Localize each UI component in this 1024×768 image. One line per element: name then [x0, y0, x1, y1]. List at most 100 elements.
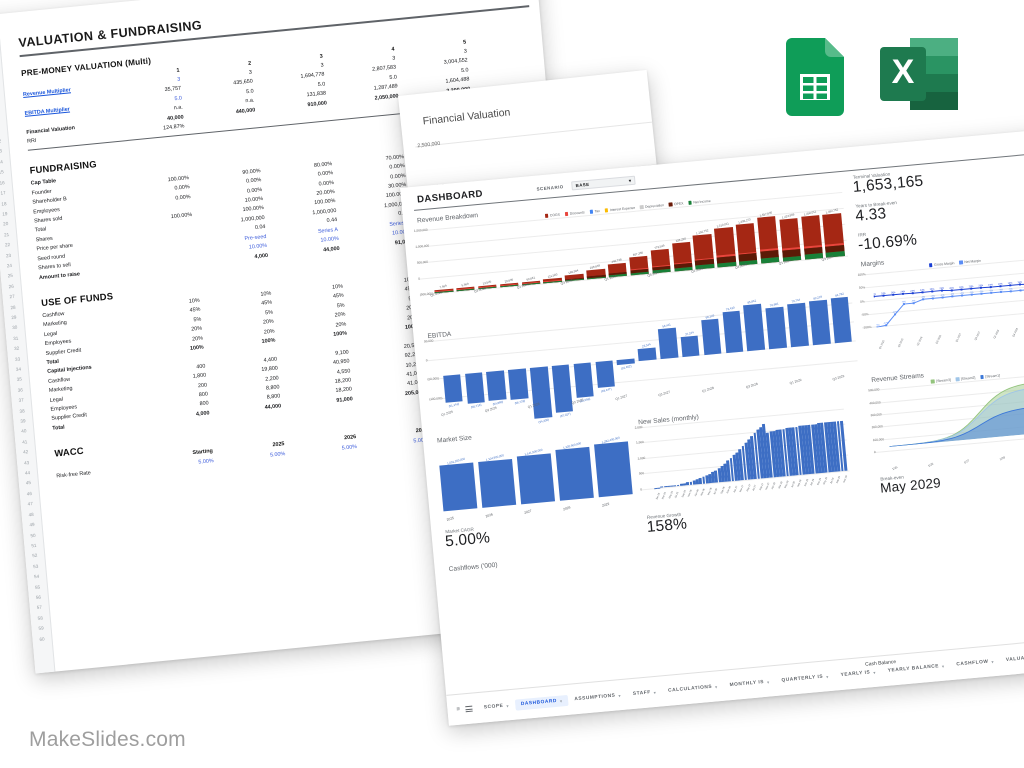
svg-text:19%: 19% — [1008, 283, 1013, 285]
x-axis-tick: May 26 — [706, 486, 713, 496]
x-axis-tick: Jan 28 — [771, 481, 777, 490]
sheet-tab-yearly-is[interactable]: YEARLY IS ▾ — [834, 666, 882, 681]
sheet-tab-dashboard[interactable]: DASHBOARD ▾ — [514, 694, 569, 711]
bar[interactable]: 1,104,900,000 2026 — [478, 453, 517, 518]
sheet-tab-label: CALCULATIONS — [667, 684, 713, 694]
legend-swatch — [688, 201, 692, 205]
x-axis-tick — [538, 284, 542, 298]
x-axis-tick: Q1 2029 — [788, 377, 802, 386]
chevron-down-icon[interactable]: ▾ — [873, 669, 877, 675]
x-axis-tick: Sep 26 — [719, 486, 726, 495]
chevron-down-icon[interactable]: ▾ — [941, 663, 945, 669]
bar-value-label: (51,141) — [448, 401, 461, 409]
margins-chart[interactable]: 100% 50% 0% -50% -100% 24% 24% 24% 24% 23% 23% 23% 2… — [858, 257, 1024, 352]
bar[interactable]: 84,782 Q3 2029 — [830, 291, 856, 381]
y-axis-tick: 50,000 — [423, 338, 434, 344]
sheet-tab-label: DASHBOARD — [520, 698, 558, 707]
y-axis-tick: -50% — [861, 311, 869, 317]
svg-text:-4%: -4% — [950, 294, 954, 296]
chevron-down-icon[interactable]: ▾ — [825, 673, 829, 679]
bar[interactable]: 1,141,500,000 2027 — [516, 448, 555, 515]
legend-swatch — [929, 263, 933, 268]
svg-text:-5%: -5% — [979, 291, 983, 293]
bar[interactable]: 1,220,900,000 2028 — [555, 441, 594, 511]
svg-text:-5%: -5% — [1009, 289, 1013, 291]
x-axis-tick: Q3 2026 — [935, 334, 943, 345]
svg-text:-4%: -4% — [921, 297, 925, 299]
x-axis-tick: May 25 — [668, 490, 674, 499]
all-sheets-icon[interactable]: ≡ — [456, 706, 461, 714]
svg-text:23%: 23% — [939, 288, 944, 290]
sheet-tab-calculations[interactable]: CALCULATIONS ▾ — [662, 680, 724, 697]
sheet-tab-cashflow[interactable]: CASHFLOW ▾ — [950, 655, 1000, 670]
svg-text:-5%: -5% — [911, 300, 915, 302]
x-axis-tick: Sep 25 — [680, 489, 687, 498]
svg-text:24%: 24% — [900, 291, 905, 293]
y-axis-tick: 0% — [859, 298, 865, 304]
x-axis-tick — [907, 337, 914, 347]
chevron-down-icon[interactable]: ▾ — [559, 697, 563, 704]
x-axis-tick: Q3 2028 — [745, 381, 758, 390]
chevron-down-icon[interactable]: ▾ — [618, 692, 622, 698]
microsoft-excel-icon[interactable]: X — [880, 38, 958, 110]
x-axis-tick: Q3 2028 — [1012, 327, 1020, 338]
sheet-tab-label: CASHFLOW — [956, 659, 989, 668]
y-axis-tick: 500 — [638, 471, 645, 476]
chevron-down-icon[interactable]: ▾ — [714, 683, 718, 689]
x-axis-tick: Q3 2026 — [571, 397, 584, 405]
chevron-down-icon[interactable]: ▾ — [506, 702, 510, 708]
x-axis-tick — [495, 288, 499, 302]
x-axis-tick: Q1 2028 — [701, 385, 715, 394]
google-sheets-icon[interactable] — [786, 38, 844, 116]
x-axis-tick: Sep 27 — [758, 482, 764, 491]
y-axis-tick: 500,000 — [868, 387, 880, 393]
x-axis-tick: Jul 29 — [829, 477, 835, 485]
svg-text:20%: 20% — [949, 288, 954, 290]
bar-value-label: (56,716) — [470, 402, 483, 410]
sheet-tab-scope[interactable]: SCOPE ▾ — [477, 699, 515, 713]
svg-text:19%: 19% — [998, 284, 1003, 286]
dashboard-sheet[interactable]: DASHBOARD SCENARIO BASE ▾ Revenue Breakd… — [400, 128, 1024, 726]
svg-text:-5%: -5% — [970, 292, 974, 294]
market-size-chart[interactable]: 1,091,200,000 2025 1,104,900,000 2026 1,141,… — [434, 428, 637, 529]
x-axis-tick: Q1 2027 — [614, 393, 628, 401]
svg-text:24%: 24% — [891, 292, 896, 294]
legend-swatch — [955, 377, 960, 382]
y-axis-tick: 50% — [858, 285, 866, 291]
svg-text:23%: 23% — [930, 289, 935, 291]
revenue-streams-chart[interactable]: 500,000 400,000 300,000 200,000 100,000 0 1/25… — [868, 372, 1024, 474]
y-axis-tick: 100% — [857, 272, 866, 277]
bar[interactable]: 1,091,200,000 2025 — [439, 457, 478, 522]
chevron-down-icon[interactable]: ▾ — [991, 658, 995, 664]
y-axis-tick: 2,000 — [634, 425, 643, 430]
sheet-tab-label: MONTHLY IS — [729, 679, 765, 688]
sheet-tab-valuation[interactable]: VALUATION▾ — [999, 651, 1024, 666]
x-axis-tick: Jul 26 — [713, 487, 719, 495]
x-axis-tick: 2027 — [523, 508, 533, 515]
x-axis-tick: 1/28 — [998, 455, 1006, 462]
sheet-list-icon[interactable] — [464, 705, 473, 712]
legend-swatch — [980, 375, 984, 379]
legend-swatch — [564, 212, 569, 216]
x-axis-tick: Nov 27 — [764, 481, 771, 491]
x-axis-tick: Q3 2027 — [658, 389, 671, 397]
sheet-tab-label: YEARLY IS — [840, 669, 871, 678]
y-axis-tick: 500,000 — [416, 259, 429, 265]
sheet-tab-staff[interactable]: STAFF ▾ — [626, 686, 662, 700]
y-axis-tick: 1,500 — [635, 440, 644, 446]
sheet-tab-assumptions[interactable]: ASSUMPTIONS ▾ — [568, 689, 628, 705]
sheet-tab-quarterly-is[interactable]: QUARTERLY IS ▾ — [775, 670, 835, 686]
scenario-select[interactable]: BASE ▾ — [571, 175, 636, 191]
bar[interactable]: 1,282,400,000 2029 — [593, 435, 633, 507]
chevron-down-icon[interactable]: ▾ — [766, 679, 770, 685]
x-axis-tick: Jul 25 — [674, 491, 680, 499]
svg-text:20%: 20% — [978, 285, 983, 287]
x-axis-tick: Nov 29 — [842, 474, 848, 484]
svg-text:-4%: -4% — [960, 293, 964, 295]
chevron-down-icon[interactable]: ▾ — [653, 689, 657, 695]
sheet-tab-monthly-is[interactable]: MONTHLY IS ▾ — [723, 676, 776, 692]
x-axis-tick: Q1 2025 — [440, 409, 454, 417]
y-axis-tick: 200,000 — [871, 424, 883, 430]
y-axis-tick: 1,500,000 — [413, 227, 428, 233]
x-axis-tick: Jan 27 — [732, 485, 739, 493]
